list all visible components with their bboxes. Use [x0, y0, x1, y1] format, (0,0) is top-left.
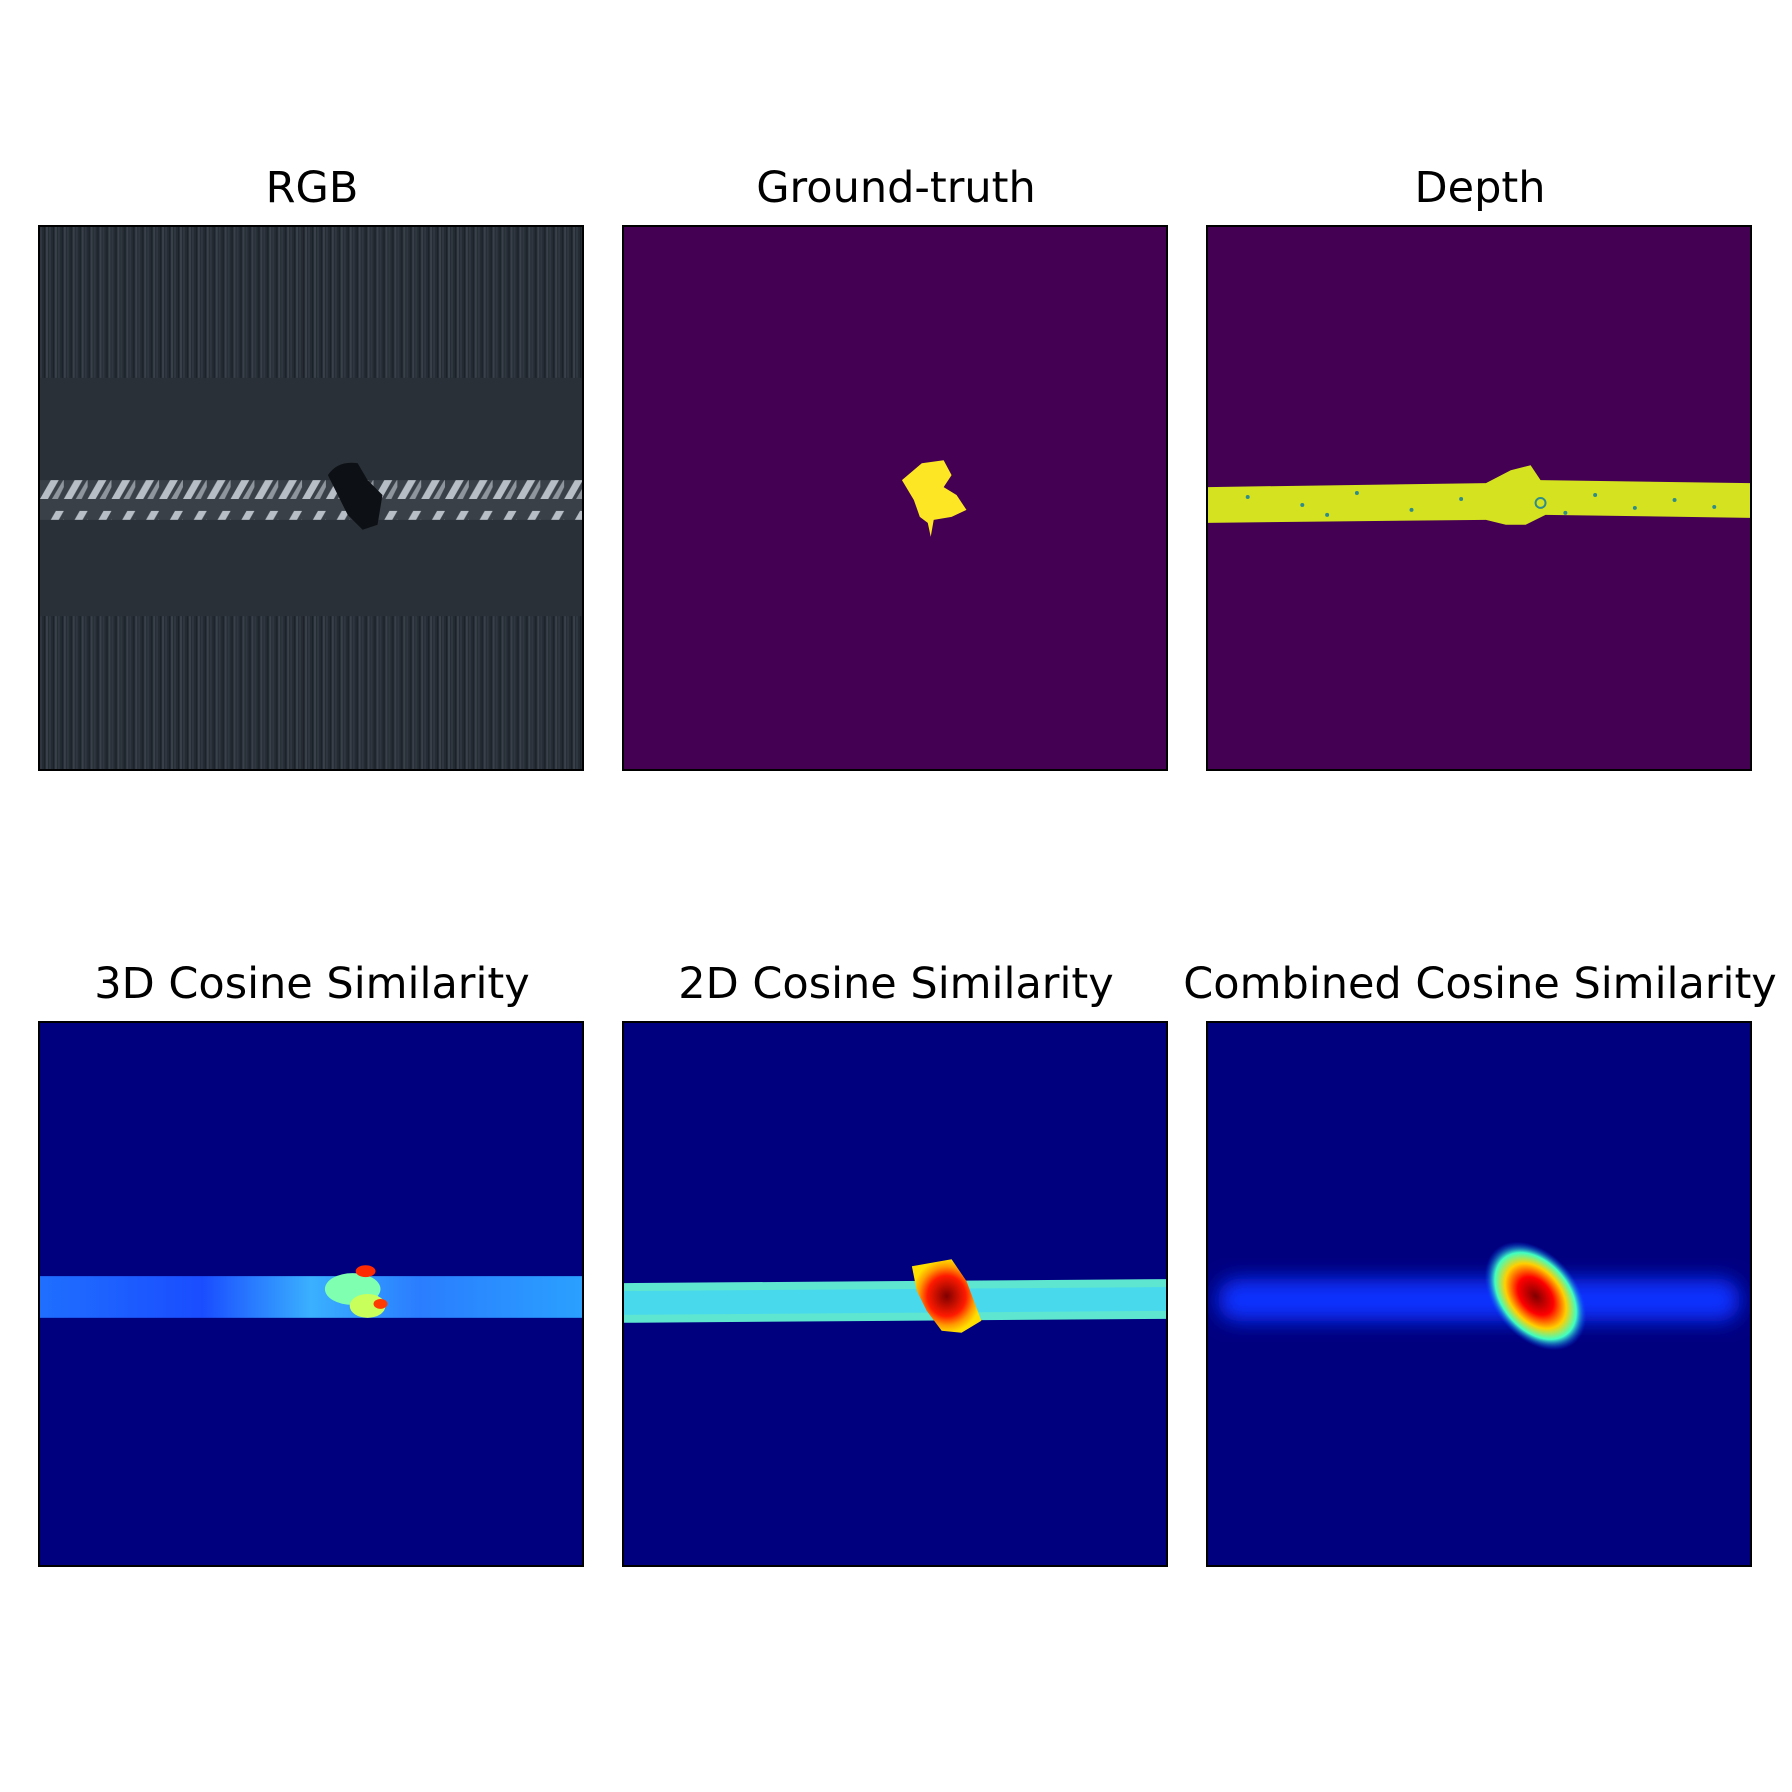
- ground-truth-panel: [622, 225, 1168, 771]
- panel-title-depth: Depth: [1414, 163, 1546, 213]
- rgb-image: [40, 227, 582, 769]
- panel-title-2d-cosine: 2D Cosine Similarity: [678, 959, 1114, 1009]
- panel-title-combined-cosine: Combined Cosine Similarity: [1183, 959, 1777, 1009]
- combined-cosine-panel: [1206, 1021, 1752, 1567]
- depth-panel: [1206, 225, 1752, 771]
- panel-title-ground-truth: Ground-truth: [756, 163, 1036, 213]
- panel-title-rgb: RGB: [265, 163, 359, 213]
- cosine-2d-panel: [622, 1021, 1168, 1567]
- rgb-image-panel: [38, 225, 584, 771]
- cosine-3d-heatmap: [40, 1023, 582, 1565]
- cosine-3d-panel: [38, 1021, 584, 1567]
- depth-map: [1208, 227, 1750, 769]
- ground-truth-mask: [624, 227, 1166, 769]
- panel-title-3d-cosine: 3D Cosine Similarity: [94, 959, 530, 1009]
- cosine-2d-heatmap: [624, 1023, 1166, 1565]
- combined-cosine-heatmap: [1208, 1023, 1750, 1565]
